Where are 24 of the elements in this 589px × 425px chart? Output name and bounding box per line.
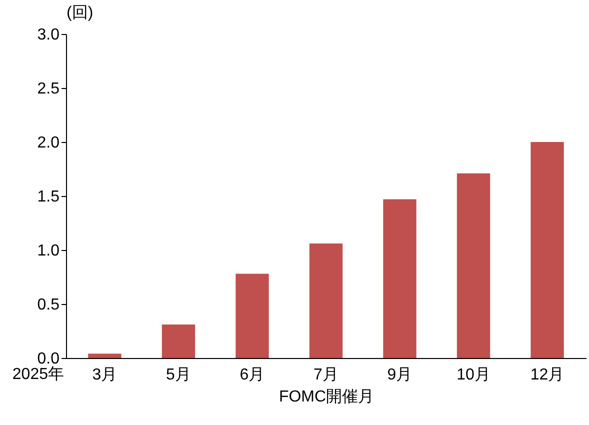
bar (236, 274, 269, 358)
x-tick-label: 10月 (456, 366, 490, 384)
y-axis-title: (回) (66, 4, 94, 22)
bar (162, 324, 196, 358)
bar (383, 199, 416, 358)
text: 2025年 (12, 366, 64, 383)
x-axis-title: FOMC開催月 (278, 388, 374, 406)
y-tick-label: 2.0 (37, 134, 60, 152)
y-tick-label: 1.5 (37, 188, 60, 206)
bar (309, 244, 343, 358)
x-tick-label: 7月 (314, 366, 338, 384)
y-tick-label: 1.0 (37, 242, 60, 260)
y-tick-label: 3.0 (37, 26, 60, 44)
x-tick-label: 6月 (240, 366, 265, 384)
y-tick-label: 2.5 (37, 80, 60, 98)
bar (456, 173, 490, 358)
x-tick-label: 9月 (387, 366, 412, 384)
bar (530, 142, 564, 358)
bar (88, 354, 122, 358)
y-tick-label: 0.0 (37, 350, 60, 368)
x-tick-label: 12月 (530, 366, 564, 384)
x-tick-label: 3月 (92, 366, 118, 384)
y-tick-label: 0.5 (37, 296, 60, 314)
x-tick-label: 5月 (166, 366, 191, 384)
